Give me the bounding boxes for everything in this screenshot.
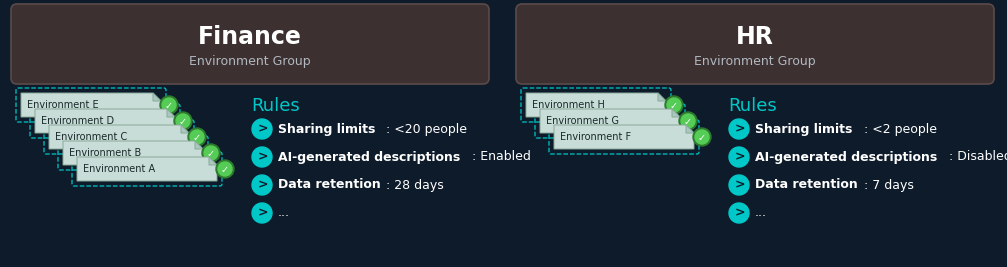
Text: Environment C: Environment C: [55, 132, 127, 142]
Text: Finance: Finance: [198, 25, 302, 49]
Text: ✓: ✓: [684, 116, 692, 127]
Text: HR: HR: [736, 25, 774, 49]
Text: Environment E: Environment E: [27, 100, 99, 110]
Circle shape: [729, 147, 749, 167]
Circle shape: [190, 130, 204, 144]
Circle shape: [665, 96, 683, 114]
Text: Environment H: Environment H: [532, 100, 605, 110]
Polygon shape: [540, 109, 680, 133]
FancyBboxPatch shape: [11, 4, 489, 84]
Polygon shape: [181, 125, 189, 133]
Text: Environment A: Environment A: [83, 164, 155, 174]
Text: ...: ...: [278, 206, 290, 219]
Polygon shape: [209, 157, 217, 165]
Circle shape: [252, 203, 272, 223]
Text: ✓: ✓: [670, 100, 678, 111]
Circle shape: [252, 119, 272, 139]
Circle shape: [729, 175, 749, 195]
Circle shape: [693, 128, 711, 146]
Polygon shape: [554, 125, 694, 149]
Circle shape: [160, 96, 178, 114]
Text: Environment G: Environment G: [546, 116, 619, 126]
Circle shape: [695, 130, 709, 144]
Text: Environment Group: Environment Group: [189, 56, 311, 69]
Polygon shape: [195, 141, 203, 149]
Text: ✓: ✓: [206, 148, 215, 159]
Text: Rules: Rules: [251, 97, 300, 115]
Circle shape: [252, 147, 272, 167]
Circle shape: [162, 98, 176, 112]
Circle shape: [729, 203, 749, 223]
Circle shape: [679, 112, 697, 130]
Text: >: >: [258, 123, 268, 135]
Circle shape: [681, 114, 695, 128]
Circle shape: [252, 175, 272, 195]
Text: : <20 people: : <20 people: [387, 123, 467, 135]
Circle shape: [202, 144, 220, 162]
FancyBboxPatch shape: [516, 4, 994, 84]
Text: >: >: [258, 179, 268, 191]
Circle shape: [215, 160, 234, 178]
Text: : 28 days: : 28 days: [387, 179, 444, 191]
Text: Environment Group: Environment Group: [694, 56, 816, 69]
Circle shape: [176, 114, 190, 128]
Circle shape: [188, 128, 206, 146]
Text: Data retention: Data retention: [755, 179, 858, 191]
Text: ✓: ✓: [193, 132, 201, 143]
Text: ✓: ✓: [698, 132, 706, 143]
Circle shape: [667, 98, 681, 112]
Text: : <2 people: : <2 people: [863, 123, 937, 135]
Text: >: >: [258, 151, 268, 163]
Polygon shape: [672, 109, 680, 117]
Text: Sharing limits: Sharing limits: [755, 123, 852, 135]
Polygon shape: [21, 93, 161, 117]
Text: ✓: ✓: [221, 164, 229, 175]
Circle shape: [218, 162, 232, 176]
Polygon shape: [35, 109, 175, 133]
Text: Data retention: Data retention: [278, 179, 381, 191]
Circle shape: [174, 112, 192, 130]
Text: Environment D: Environment D: [41, 116, 114, 126]
Text: ✓: ✓: [165, 100, 173, 111]
Text: >: >: [735, 123, 745, 135]
Text: >: >: [735, 179, 745, 191]
Text: ✓: ✓: [179, 116, 187, 127]
Polygon shape: [153, 93, 161, 101]
Circle shape: [729, 119, 749, 139]
Text: ...: ...: [755, 206, 767, 219]
Text: AI-generated descriptions: AI-generated descriptions: [278, 151, 460, 163]
Polygon shape: [77, 157, 217, 181]
Polygon shape: [658, 93, 666, 101]
Text: >: >: [735, 206, 745, 219]
Polygon shape: [63, 141, 203, 165]
Text: : 7 days: : 7 days: [863, 179, 913, 191]
Circle shape: [204, 146, 218, 160]
Polygon shape: [686, 125, 694, 133]
Text: Environment B: Environment B: [69, 148, 141, 158]
Text: : Enabled: : Enabled: [471, 151, 531, 163]
Polygon shape: [526, 93, 666, 117]
Text: Environment F: Environment F: [560, 132, 631, 142]
Text: AI-generated descriptions: AI-generated descriptions: [755, 151, 938, 163]
Polygon shape: [49, 125, 189, 149]
Text: >: >: [258, 206, 268, 219]
Text: >: >: [735, 151, 745, 163]
Text: Sharing limits: Sharing limits: [278, 123, 376, 135]
Text: : Disabled: : Disabled: [949, 151, 1007, 163]
Polygon shape: [167, 109, 175, 117]
Text: Rules: Rules: [728, 97, 776, 115]
